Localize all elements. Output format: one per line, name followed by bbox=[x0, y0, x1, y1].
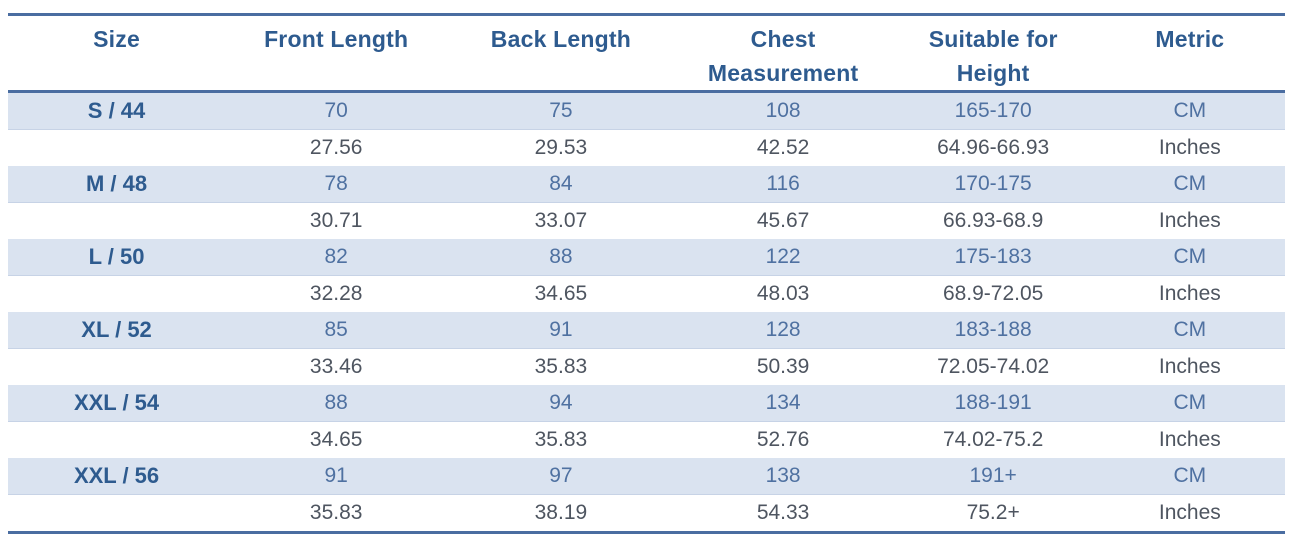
size-cell bbox=[8, 421, 226, 458]
height-cell: 68.9-72.05 bbox=[891, 275, 1095, 312]
height-cell: 66.93-68.9 bbox=[891, 202, 1095, 239]
column-header-front-length: Front Length bbox=[225, 14, 448, 93]
size-cell: XXL / 54 bbox=[8, 385, 226, 422]
row-s-44-inches: 27.56 29.53 42.52 64.96-66.93 Inches bbox=[8, 129, 1285, 166]
size-cell: XXL / 56 bbox=[8, 458, 226, 495]
metric-cell: CM bbox=[1094, 91, 1285, 130]
row-xxl-56-inches: 35.83 38.19 54.33 75.2+ Inches bbox=[8, 494, 1285, 533]
column-header-size: Size bbox=[8, 14, 226, 93]
height-cell: 64.96-66.93 bbox=[891, 129, 1095, 166]
height-cell: 191+ bbox=[891, 458, 1095, 495]
metric-cell: Inches bbox=[1094, 129, 1285, 166]
height-cell: 170-175 bbox=[891, 166, 1095, 203]
chest-cell: 116 bbox=[674, 166, 892, 203]
header-row: Size Front Length Back Length Chest Meas… bbox=[8, 14, 1285, 93]
back-length-cell: 84 bbox=[447, 166, 675, 203]
metric-cell: Inches bbox=[1094, 275, 1285, 312]
chest-cell: 52.76 bbox=[674, 421, 892, 458]
chest-cell: 122 bbox=[674, 239, 892, 276]
size-cell: S / 44 bbox=[8, 91, 226, 130]
front-length-cell: 32.28 bbox=[225, 275, 448, 312]
metric-cell: CM bbox=[1094, 458, 1285, 495]
size-cell: XL / 52 bbox=[8, 312, 226, 349]
back-length-cell: 29.53 bbox=[447, 129, 675, 166]
height-cell: 75.2+ bbox=[891, 494, 1095, 533]
chest-cell: 108 bbox=[674, 91, 892, 130]
chest-cell: 138 bbox=[674, 458, 892, 495]
metric-cell: CM bbox=[1094, 239, 1285, 276]
size-cell bbox=[8, 202, 226, 239]
metric-cell: CM bbox=[1094, 385, 1285, 422]
size-cell bbox=[8, 129, 226, 166]
back-length-cell: 94 bbox=[447, 385, 675, 422]
front-length-cell: 70 bbox=[225, 91, 448, 130]
row-xxl-54-inches: 34.65 35.83 52.76 74.02-75.2 Inches bbox=[8, 421, 1285, 458]
metric-cell: Inches bbox=[1094, 494, 1285, 533]
size-chart-table: Size Front Length Back Length Chest Meas… bbox=[8, 13, 1285, 534]
back-length-cell: 75 bbox=[447, 91, 675, 130]
chest-cell: 50.39 bbox=[674, 348, 892, 385]
back-length-cell: 91 bbox=[447, 312, 675, 349]
front-length-cell: 34.65 bbox=[225, 421, 448, 458]
size-cell bbox=[8, 348, 226, 385]
height-cell: 72.05-74.02 bbox=[891, 348, 1095, 385]
chest-cell: 42.52 bbox=[674, 129, 892, 166]
metric-cell: Inches bbox=[1094, 348, 1285, 385]
front-length-cell: 27.56 bbox=[225, 129, 448, 166]
front-length-cell: 88 bbox=[225, 385, 448, 422]
column-header-metric: Metric bbox=[1094, 14, 1285, 93]
size-cell: M / 48 bbox=[8, 166, 226, 203]
front-length-cell: 82 bbox=[225, 239, 448, 276]
row-xl-52-cm: XL / 52 85 91 128 183-188 CM bbox=[8, 312, 1285, 349]
height-cell: 74.02-75.2 bbox=[891, 421, 1095, 458]
size-cell bbox=[8, 494, 226, 533]
row-l-50-cm: L / 50 82 88 122 175-183 CM bbox=[8, 239, 1285, 276]
row-l-50-inches: 32.28 34.65 48.03 68.9-72.05 Inches bbox=[8, 275, 1285, 312]
chest-cell: 45.67 bbox=[674, 202, 892, 239]
back-length-cell: 35.83 bbox=[447, 348, 675, 385]
front-length-cell: 35.83 bbox=[225, 494, 448, 533]
front-length-cell: 91 bbox=[225, 458, 448, 495]
row-xxl-54-cm: XXL / 54 88 94 134 188-191 CM bbox=[8, 385, 1285, 422]
chest-cell: 48.03 bbox=[674, 275, 892, 312]
front-length-cell: 30.71 bbox=[225, 202, 448, 239]
back-length-cell: 33.07 bbox=[447, 202, 675, 239]
front-length-cell: 33.46 bbox=[225, 348, 448, 385]
row-xl-52-inches: 33.46 35.83 50.39 72.05-74.02 Inches bbox=[8, 348, 1285, 385]
metric-cell: Inches bbox=[1094, 421, 1285, 458]
size-chart: Size Front Length Back Length Chest Meas… bbox=[8, 13, 1285, 534]
back-length-cell: 88 bbox=[447, 239, 675, 276]
front-length-cell: 78 bbox=[225, 166, 448, 203]
column-header-height: Suitable for Height bbox=[891, 14, 1095, 93]
metric-cell: CM bbox=[1094, 312, 1285, 349]
height-cell: 165-170 bbox=[891, 91, 1095, 130]
chest-cell: 128 bbox=[674, 312, 892, 349]
height-cell: 188-191 bbox=[891, 385, 1095, 422]
row-m-48-cm: M / 48 78 84 116 170-175 CM bbox=[8, 166, 1285, 203]
size-cell bbox=[8, 275, 226, 312]
column-header-back-length: Back Length bbox=[447, 14, 675, 93]
back-length-cell: 38.19 bbox=[447, 494, 675, 533]
back-length-cell: 35.83 bbox=[447, 421, 675, 458]
row-m-48-inches: 30.71 33.07 45.67 66.93-68.9 Inches bbox=[8, 202, 1285, 239]
metric-cell: Inches bbox=[1094, 202, 1285, 239]
size-cell: L / 50 bbox=[8, 239, 226, 276]
metric-cell: CM bbox=[1094, 166, 1285, 203]
row-xxl-56-cm: XXL / 56 91 97 138 191+ CM bbox=[8, 458, 1285, 495]
back-length-cell: 34.65 bbox=[447, 275, 675, 312]
chest-cell: 54.33 bbox=[674, 494, 892, 533]
column-header-chest: Chest Measurement bbox=[674, 14, 892, 93]
back-length-cell: 97 bbox=[447, 458, 675, 495]
chest-cell: 134 bbox=[674, 385, 892, 422]
row-s-44-cm: S / 44 70 75 108 165-170 CM bbox=[8, 91, 1285, 130]
height-cell: 183-188 bbox=[891, 312, 1095, 349]
height-cell: 175-183 bbox=[891, 239, 1095, 276]
front-length-cell: 85 bbox=[225, 312, 448, 349]
